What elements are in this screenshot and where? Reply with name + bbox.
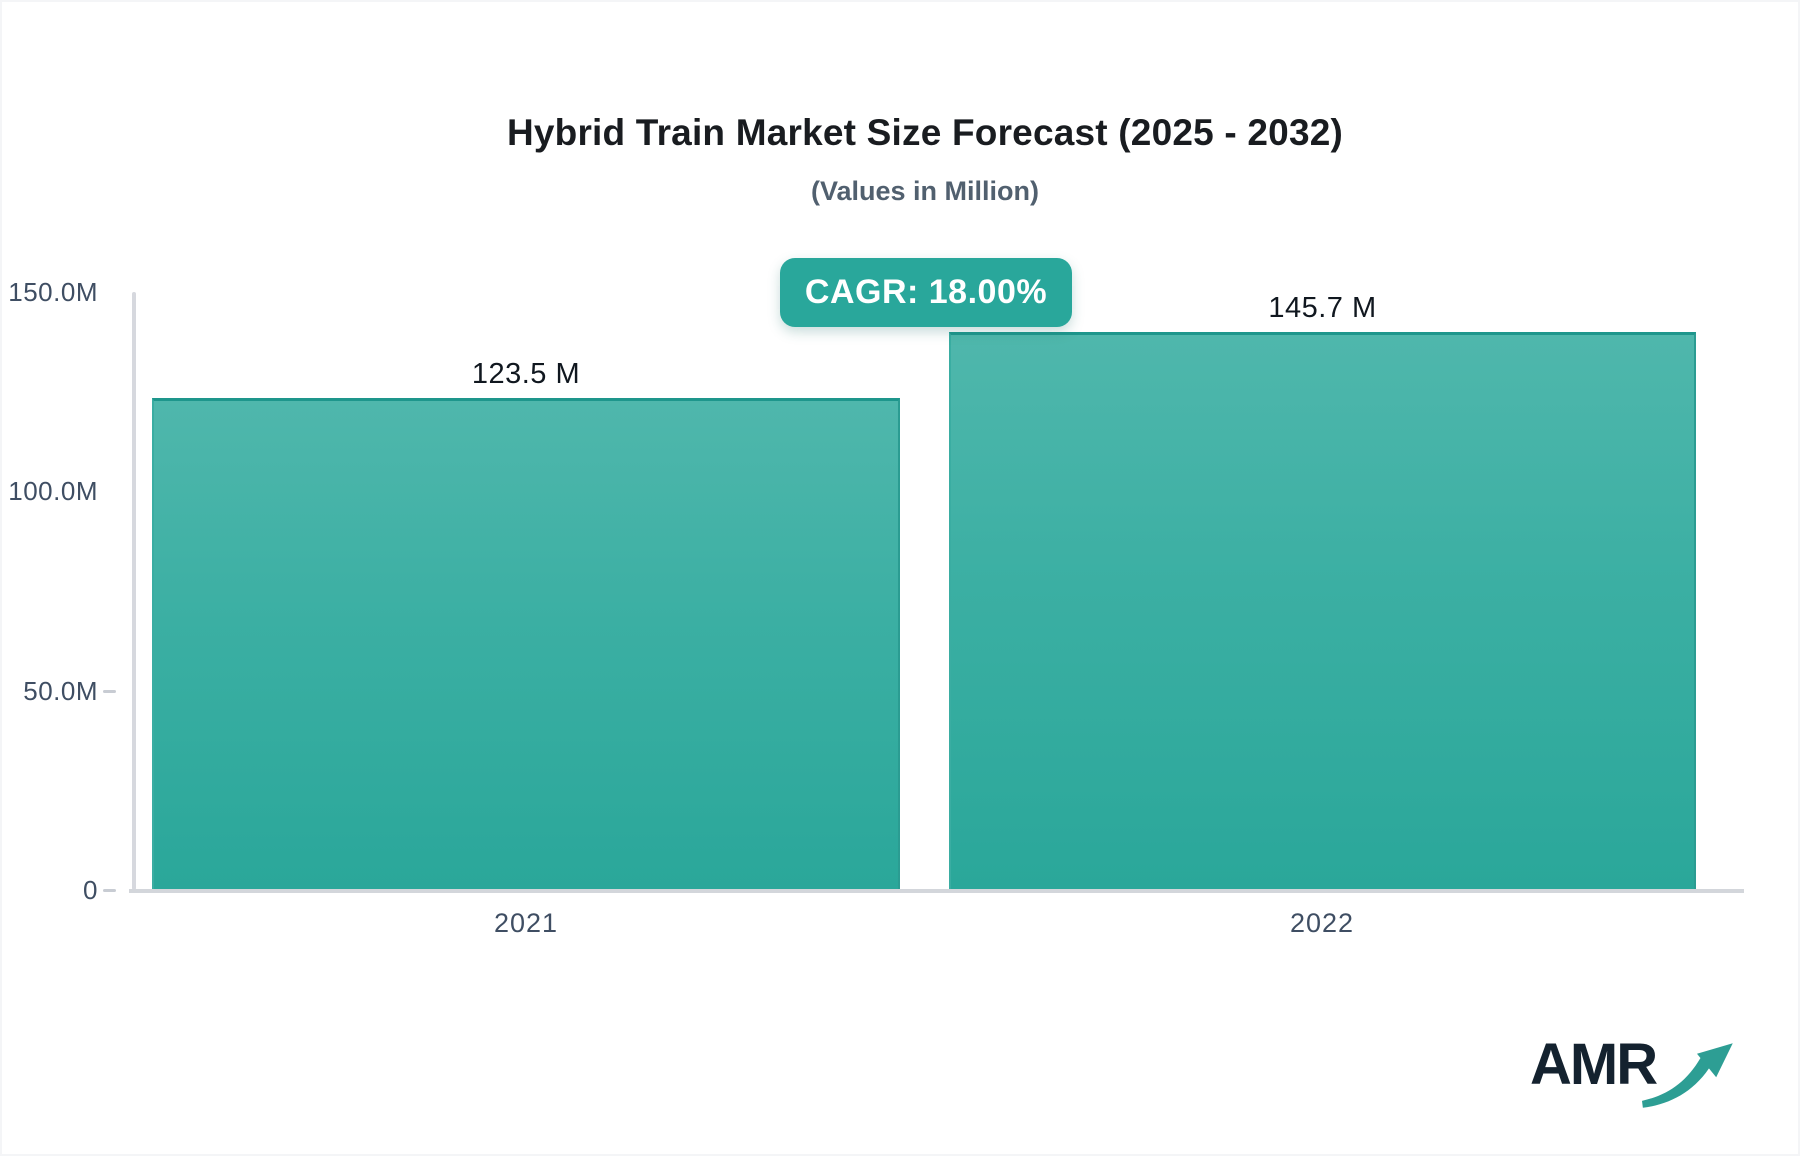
amr-logo: AMR: [1530, 1032, 1733, 1124]
title-block: Hybrid Train Market Size Forecast (2025 …: [2, 112, 1798, 207]
y-tick: 150.0M: [2, 277, 130, 307]
bar-2021: [152, 397, 900, 890]
bar-column-2021: 123.5 M: [152, 292, 900, 890]
y-tick: 100.0M: [2, 476, 130, 506]
cagr-badge-label: CAGR: 18.00%: [804, 273, 1048, 311]
bar-column-2022: 145.7 M: [949, 292, 1696, 890]
plot-area: 123.5 M 145.7 M 2021 2022: [129, 292, 1744, 938]
y-tick: 50.0M: [2, 676, 130, 706]
y-tick-label: 50.0M: [23, 675, 98, 706]
y-tick-label: 0: [83, 875, 98, 905]
y-axis-line: [132, 292, 136, 890]
x-axis-label-2021: 2021: [493, 908, 559, 938]
chart-title: Hybrid Train Market Size Forecast (2025 …: [506, 112, 1344, 153]
amr-logo-text: AMR: [1530, 1032, 1658, 1097]
y-axis-labels: 150.0M 100.0M 50.0M 0: [2, 277, 130, 905]
y-tick: 0: [2, 875, 130, 905]
y-tick-label: 150.0M: [8, 277, 98, 307]
bar-value-label: 123.5 M: [471, 357, 581, 390]
bar-value-label: 145.7 M: [1268, 292, 1377, 324]
y-tick-label: 100.0M: [8, 476, 98, 507]
x-axis-line: [129, 889, 1744, 893]
tick-dash: [103, 689, 116, 693]
tick-dash: [103, 889, 116, 892]
chart-subtitle: (Values in Million): [810, 176, 1040, 206]
cagr-badge: CAGR: 18.00%: [780, 258, 1072, 327]
x-axis-label-2022: 2022: [1289, 908, 1355, 938]
bar-2022: [949, 332, 1696, 890]
growth-arrow-icon: [1642, 1040, 1738, 1123]
